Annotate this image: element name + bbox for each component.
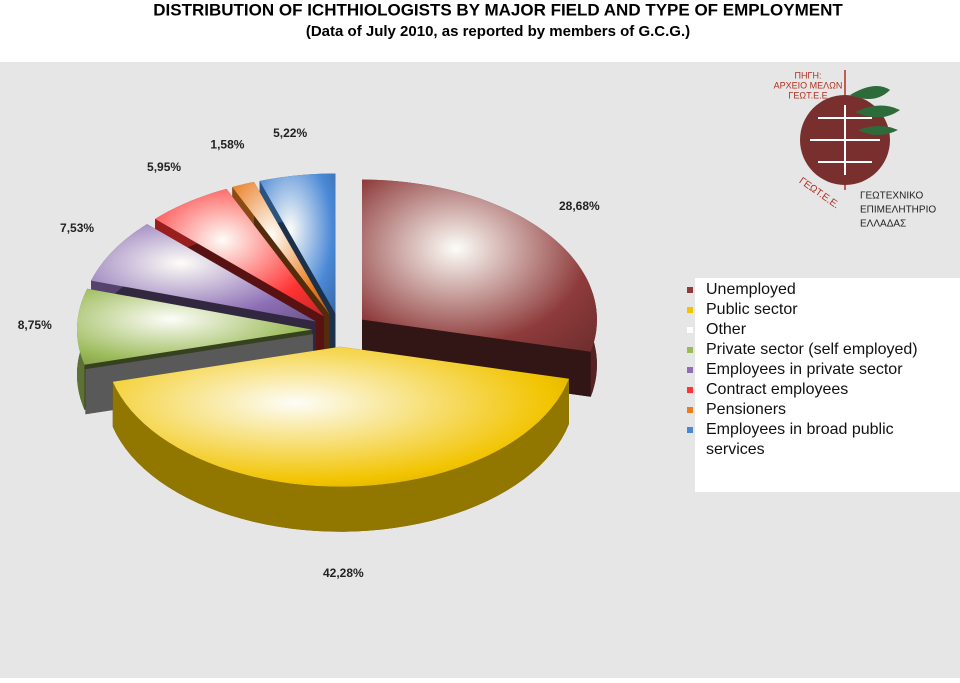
logo-grid [810,105,880,175]
data-label: 1,58% [210,137,244,151]
legend-label: Contract employees [706,381,848,398]
data-label: 28,68% [559,199,600,213]
data-label: 7,53% [60,221,94,235]
legend-label: Employees in private sector [706,361,903,378]
data-label: 42,28% [323,566,364,580]
slice [85,334,313,370]
logo-leaves [850,86,900,135]
legend-marker [687,387,693,393]
data-label: 5,95% [147,160,181,174]
legend-label: Private sector (self employed) [706,341,918,358]
legend-marker [687,327,693,333]
slice [259,173,336,314]
chart-subtitle: (Data of July 2010, as reported by membe… [306,23,690,40]
logo-text: ΠΗΓΗ: [795,70,822,80]
slice-side [112,378,570,532]
slice [155,189,324,317]
legend-label: Employees in broad public services [706,421,894,458]
legend-box [695,278,960,492]
logo-text: ΓΕΩΤΕΧΝΙΚΟ [860,191,923,202]
logo-text: ΕΠΙΜΕΛΗΤΗΡΙΟ [860,205,936,216]
slice [91,224,316,322]
slice [232,182,330,315]
slice [362,179,597,352]
logo-text: ΑΡΧΕΙΟ ΜΕΛΩΝ [774,80,843,90]
slice [77,288,312,365]
legend-marker [687,347,693,353]
legend-label: Unemployed [706,281,796,298]
logo-text: ΕΛΛΑΔΑΣ [860,219,906,230]
legend-label: Pensioners [706,401,786,418]
chart-title: DISTRIBUTION OF ICHTHIOLOGISTS BY MAJOR … [153,0,843,19]
legend-marker [687,427,693,433]
legend-label: Public sector [706,301,798,318]
data-label: 8,75% [18,318,52,332]
logo-text: ΓΕΩΤ.Ε.Ε [788,90,827,100]
data-label: 5,22% [273,126,307,140]
legend-marker [687,407,693,413]
legend-label: Other [706,321,747,338]
slice [112,346,570,487]
legend-marker [687,307,693,313]
legend-marker [687,367,693,373]
legend-marker [687,287,693,293]
